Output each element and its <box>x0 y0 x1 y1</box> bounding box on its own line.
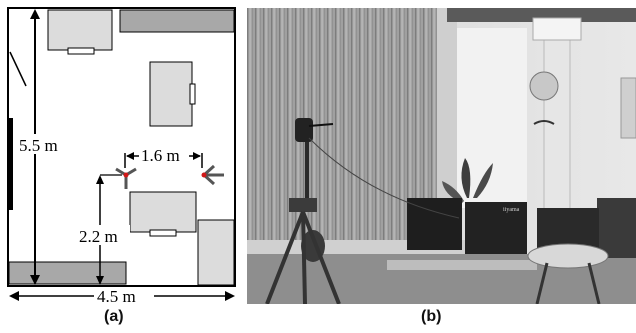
panel-b-caption: (b) <box>421 308 442 325</box>
blind-slat <box>431 8 437 240</box>
reflector-pole <box>543 37 571 224</box>
blind-slat <box>263 8 269 240</box>
array-height-arrow-up-icon <box>96 175 104 184</box>
blind-slat <box>367 8 373 240</box>
turntable-speaker <box>537 208 599 248</box>
turntable-leg-left <box>535 262 549 304</box>
turntable-icon <box>527 243 609 269</box>
desk-top-left <box>47 9 113 51</box>
spacing-label-bg <box>139 146 189 164</box>
height-label: 5.5 m <box>19 136 58 155</box>
blind-slat <box>423 8 429 240</box>
wall-calendar <box>620 77 636 139</box>
blind-slat <box>271 8 277 240</box>
chair-top-left <box>67 47 95 55</box>
mic-array-right-icon <box>201 164 224 186</box>
blind-slat <box>383 8 389 240</box>
cable <box>308 137 460 219</box>
floorplan-diagram: 5.5 m 4.5 m 1.6 m 2.2 m <box>7 7 236 306</box>
microphone-icon <box>295 118 313 142</box>
width-label: 4.5 m <box>97 287 136 306</box>
array-height-label: 2.2 m <box>79 227 118 246</box>
mic-array-left-icon <box>115 167 137 189</box>
monitor-left <box>407 198 462 250</box>
chair-lower <box>149 229 177 237</box>
blind-slat <box>375 8 381 240</box>
blind-slat <box>247 8 253 240</box>
arrow-left-icon <box>9 291 19 301</box>
arrow-down-icon <box>30 275 40 285</box>
blind-slat <box>407 8 413 240</box>
mic-mount <box>289 198 317 212</box>
array-height-arrow-down-icon <box>96 276 104 285</box>
arrow-up-icon <box>30 9 40 19</box>
chair-icon <box>597 198 636 258</box>
desk-lower <box>129 191 197 233</box>
spacing-arrow-right-icon <box>193 152 201 160</box>
blind-slat <box>255 8 261 240</box>
door-swing <box>9 51 27 87</box>
monitor-right <box>465 202 527 254</box>
cabinet-top-right <box>119 9 235 33</box>
blind-slat <box>399 8 405 240</box>
pole-hook <box>533 120 555 125</box>
blind-slat <box>287 8 293 240</box>
reflector-disc-icon <box>529 71 559 101</box>
blind-slat <box>279 8 285 240</box>
blind-slat <box>335 8 341 240</box>
mic-boom <box>308 123 334 127</box>
turntable-leg-right <box>587 262 601 304</box>
room-photo-illustration: iiyama <box>247 8 636 304</box>
blind-slat <box>351 8 357 240</box>
desk-middle <box>149 61 193 127</box>
spacing-arrow-left-icon <box>126 152 134 160</box>
tripod-icon <box>265 211 341 304</box>
width-label-bg <box>94 287 154 305</box>
blind-slat <box>343 8 349 240</box>
spacing-label: 1.6 m <box>141 146 180 165</box>
window-frame <box>437 8 457 238</box>
plant-icon <box>442 158 493 203</box>
arrow-right-icon <box>225 291 235 301</box>
panel-a-caption: (a) <box>104 308 124 325</box>
height-label-bg <box>18 134 70 154</box>
chair-middle <box>189 83 196 105</box>
blind-slat <box>391 8 397 240</box>
bench-bottom-left <box>8 261 127 285</box>
blind-slat <box>415 8 421 240</box>
floorplan-panel: 5.5 m 4.5 m 1.6 m 2.2 m <box>0 0 245 328</box>
monitor-brand: iiyama <box>503 207 520 213</box>
desk-surface <box>387 260 537 270</box>
ceiling-edge <box>447 8 636 22</box>
blind-slat <box>359 8 365 240</box>
room-photo: iiyama <box>247 8 636 304</box>
window-slot <box>9 118 13 210</box>
array-height-label-bg <box>78 225 130 245</box>
blind-slat <box>311 8 317 240</box>
cabinet-bottom-right <box>197 219 235 286</box>
reflector-top <box>532 17 582 41</box>
